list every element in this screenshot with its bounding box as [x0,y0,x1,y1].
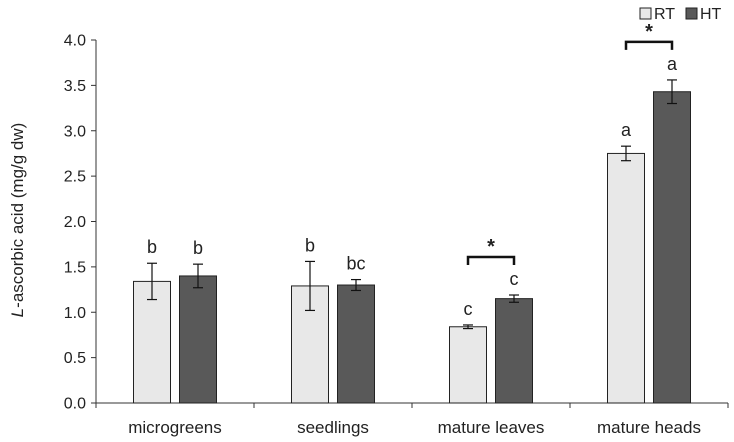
x-tick-label: mature heads [597,418,701,437]
bar [133,280,171,404]
y-tick-label: 4.0 [64,33,86,50]
significance-letter: b [193,238,203,258]
y-tick-label: 2.5 [64,169,86,186]
y-tick-label: 3.0 [64,123,86,140]
y-tick-label: 0.0 [64,396,86,413]
bar [179,275,217,404]
x-tick-label: mature leaves [438,418,545,437]
significance-letter: b [147,237,157,257]
annotations: ** [466,21,674,266]
y-tick-label: 3.5 [64,78,86,95]
bar [495,298,533,404]
y-tick-label: 2.0 [64,214,86,231]
x-tick-label: seedlings [297,418,369,437]
y-tick-label: 0.5 [64,350,86,367]
bar [337,284,375,404]
significance-bracket [466,255,516,266]
legend-swatch [685,7,698,20]
legend: RT HT [639,6,722,23]
x-axis: microgreens seedlings mature leaves mature … [95,402,729,437]
significance-letter: b [305,235,315,255]
bar [607,152,645,404]
y-tick-label: 1.0 [64,305,86,322]
significance-letter: bc [346,254,365,274]
legend-label: HT [700,6,722,23]
significance-star: * [645,21,653,43]
significance-star: * [487,236,495,258]
y-axis-label: L-ascorbic acid (mg/g dw) [8,123,27,318]
significance-letter: a [621,120,632,140]
legend-label: RT [654,6,675,23]
significance-letter: c [510,269,519,289]
legend-swatch [639,7,652,20]
y-axis: 0.0 0.5 1.0 1.5 2.0 2.5 3.0 3.5 4.0 [64,33,97,413]
y-tick-label: 1.5 [64,259,86,276]
significance-bracket [624,40,674,50]
significance-letter: a [667,54,678,74]
bar [653,91,691,404]
significance-letter: c [464,299,473,319]
bar [449,326,487,404]
x-tick-label: microgreens [128,418,222,437]
